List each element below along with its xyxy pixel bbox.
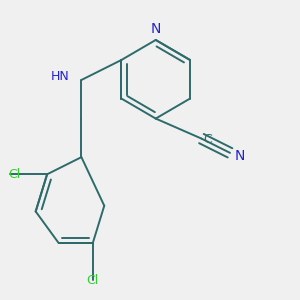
Text: C: C (203, 134, 212, 146)
Text: Cl: Cl (87, 274, 99, 287)
Text: HN: HN (51, 70, 70, 83)
Text: N: N (234, 149, 245, 163)
Text: N: N (151, 22, 161, 36)
Text: Cl: Cl (8, 168, 21, 181)
